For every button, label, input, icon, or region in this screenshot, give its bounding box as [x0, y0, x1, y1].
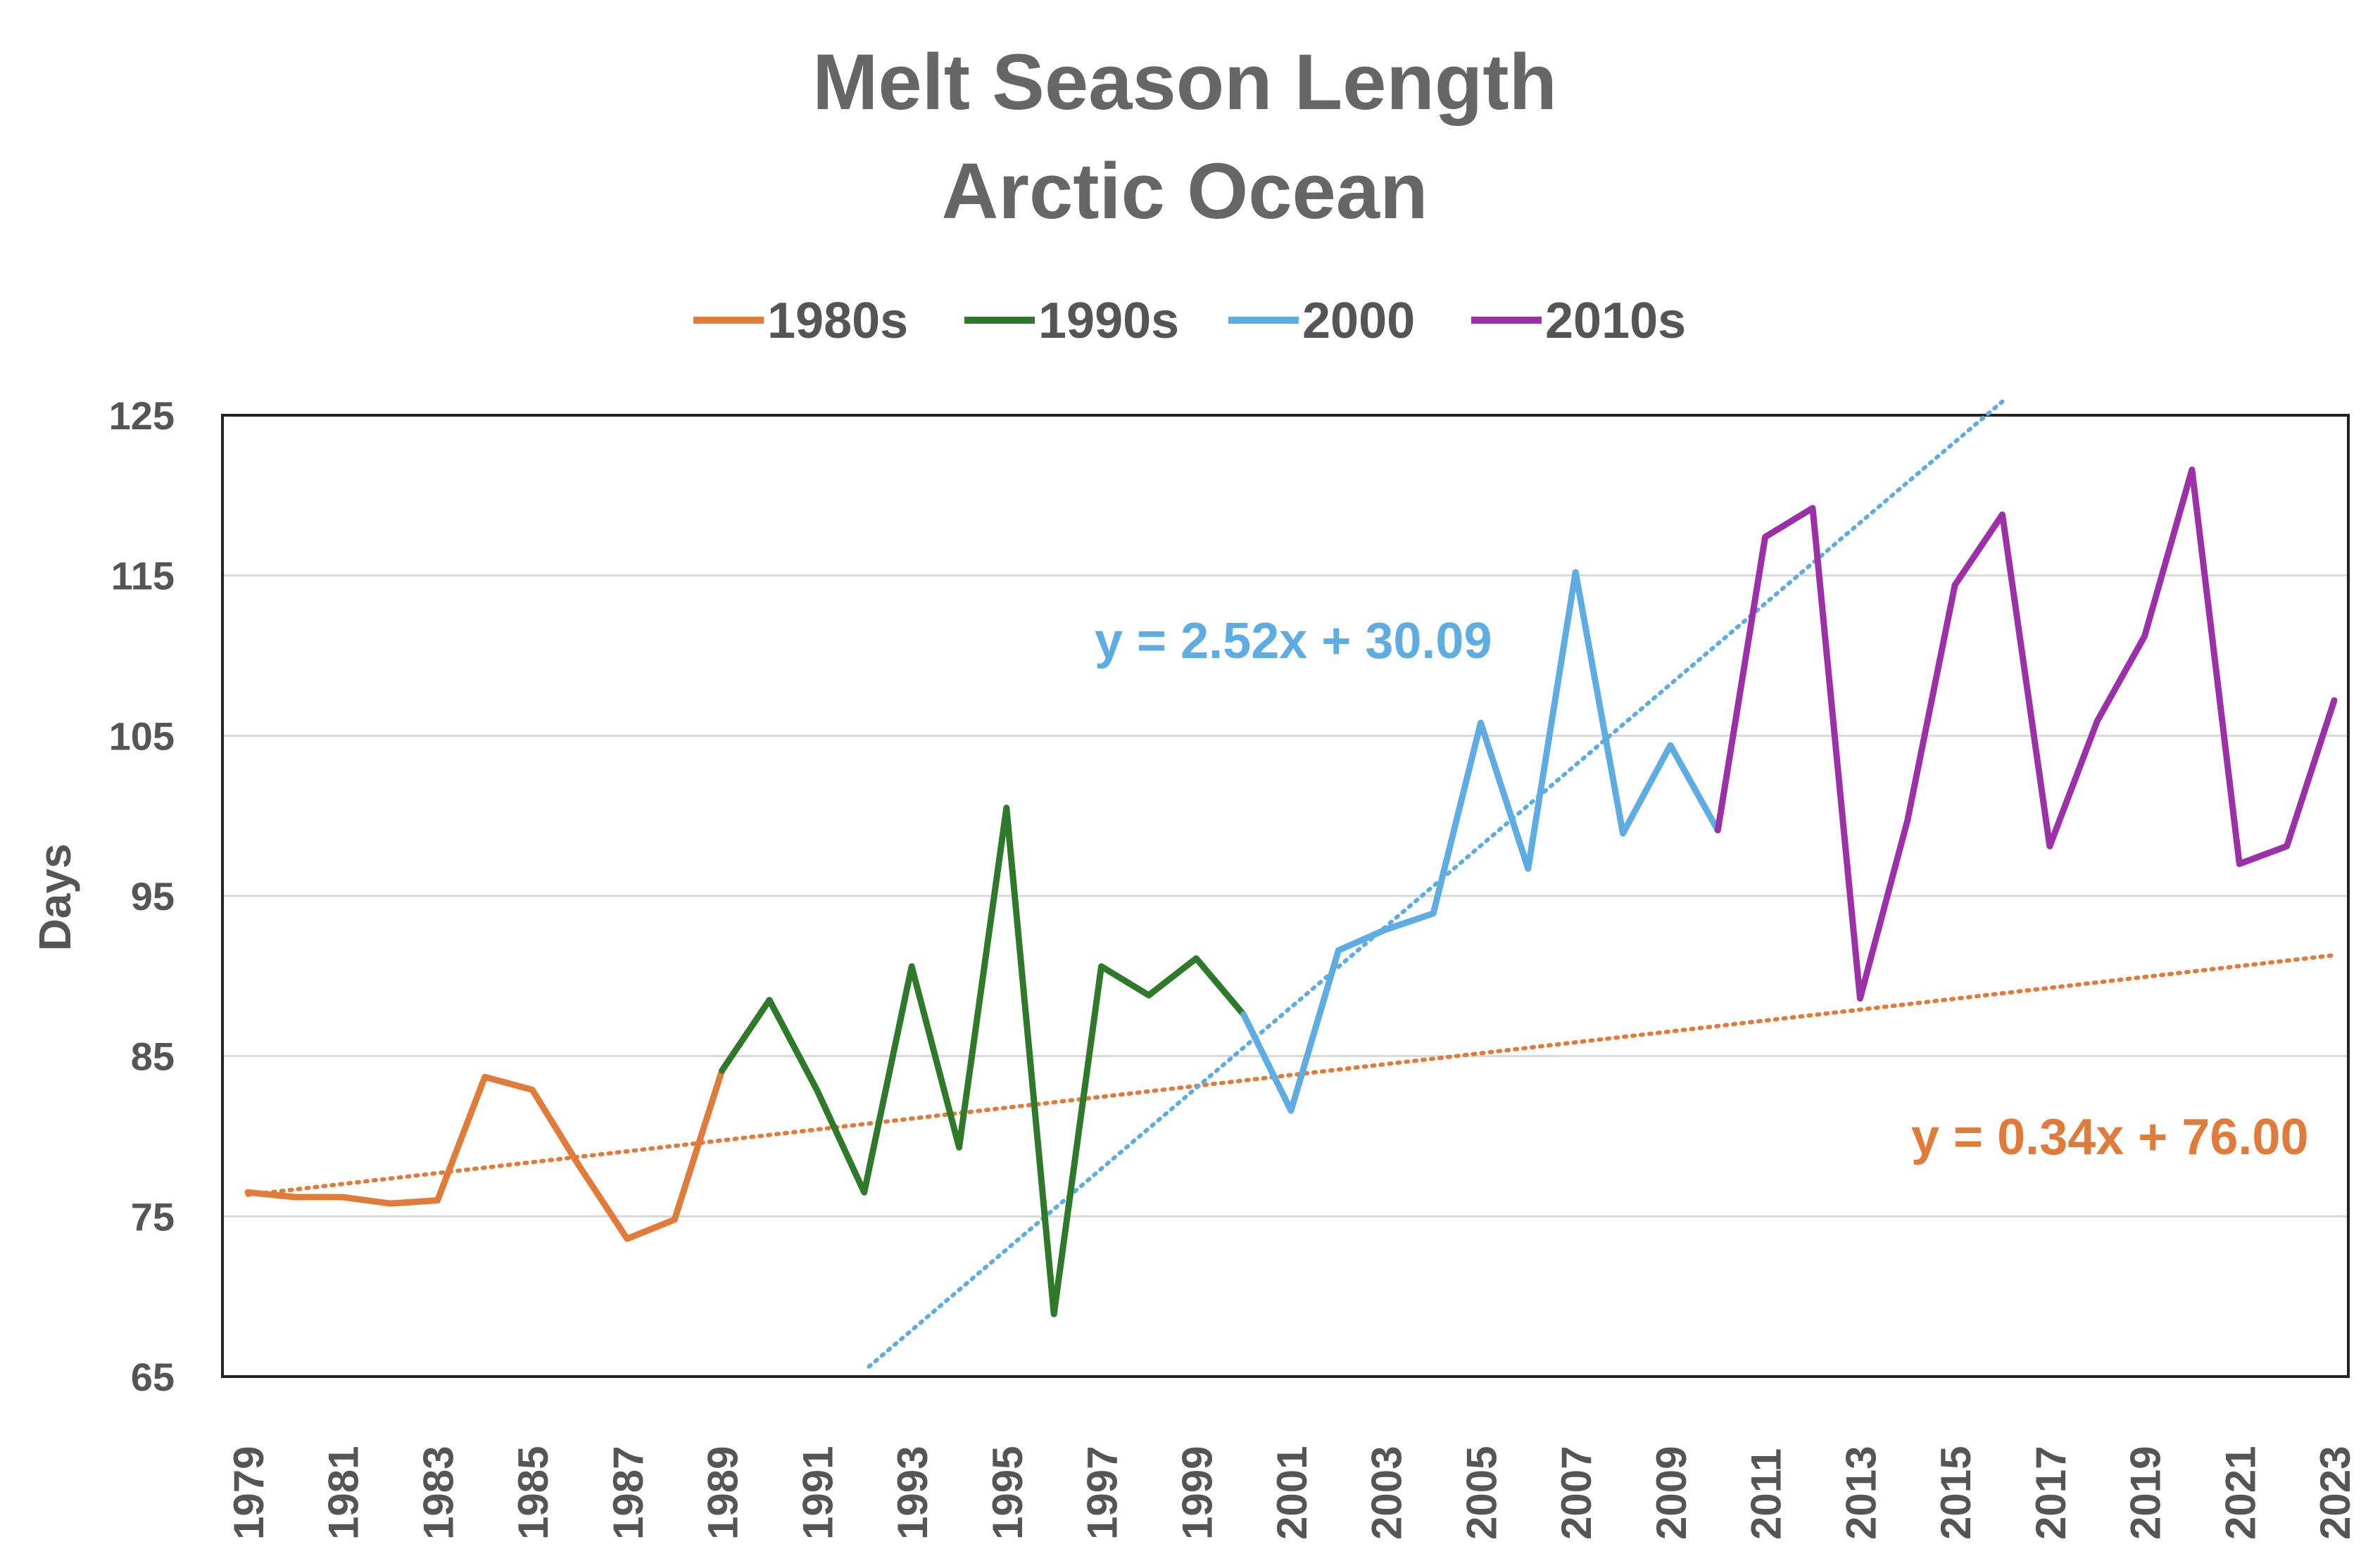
x-tick-label: 2009	[1648, 1446, 1695, 1540]
data-series	[244, 466, 2338, 1317]
x-tick-label: 1981	[320, 1446, 367, 1540]
y-tick-label: 115	[111, 554, 175, 598]
x-tick-label: 2005	[1458, 1446, 1505, 1540]
x-tick-label: 2001	[1268, 1446, 1316, 1540]
x-tick-label: 1985	[510, 1446, 557, 1540]
x-tick-label: 1989	[700, 1446, 747, 1540]
x-tick-label: 1999	[1173, 1446, 1221, 1540]
y-axis-title: Days	[30, 844, 80, 951]
x-tick-label: 2011	[1743, 1448, 1790, 1540]
x-tick-label: 2017	[2027, 1446, 2074, 1540]
x-tick-label: 2019	[2122, 1446, 2170, 1540]
trendline-equation-2000: y = 2.52x + 30.09	[1095, 613, 1492, 669]
x-tick-label: 1983	[415, 1446, 462, 1540]
x-tick-label: 1987	[605, 1446, 652, 1540]
series-line-1990s	[719, 804, 1247, 1317]
legend-label-2000: 2000	[1302, 293, 1415, 349]
x-tick-label: 1993	[889, 1446, 936, 1540]
legend-label-2010s: 2010s	[1545, 293, 1686, 349]
y-tick-label: 105	[109, 714, 175, 758]
legend-label-1990s: 1990s	[1038, 293, 1179, 349]
trendline-equation-1980s: y = 0.34x + 76.00	[1911, 1109, 2309, 1165]
x-tick-label: 2015	[1932, 1446, 1979, 1540]
x-tick-label: 2007	[1553, 1446, 1600, 1540]
trendline-1	[867, 399, 2005, 1369]
y-axis-ticks: 65 75 85 95 105 115 125	[109, 393, 175, 1399]
plot-area-frame	[221, 414, 2350, 1378]
y-tick-label: 65	[131, 1355, 175, 1399]
trendlines	[246, 399, 2336, 1369]
y-tick-label: 85	[131, 1035, 175, 1079]
y-tick-label: 125	[109, 393, 175, 438]
y-tick-label: 75	[131, 1194, 175, 1239]
legend-label-1980s: 1980s	[767, 293, 908, 349]
series-line-2010s	[1714, 466, 2338, 1002]
legend: 1980s 1990s 2000 2010s	[693, 293, 1686, 349]
trendline-0	[246, 953, 2336, 1197]
x-tick-label: 1991	[794, 1446, 841, 1540]
x-tick-label: 1979	[225, 1446, 272, 1540]
x-axis-ticks: 1979 1981 1983 1985 1987 1989 1991 1993 1995 1997…	[225, 1446, 2359, 1540]
x-tick-label: 2023	[2312, 1446, 2359, 1540]
series-line-1980s	[244, 1067, 726, 1242]
y-tick-label: 95	[131, 874, 175, 918]
grid-lines	[222, 574, 2348, 1218]
chart-title-line-1: Melt Season Length	[812, 38, 1557, 126]
x-tick-label: 1995	[984, 1446, 1031, 1540]
series-line-2000	[1240, 569, 1721, 1114]
x-tick-label: 2003	[1364, 1446, 1411, 1540]
x-tick-label: 2021	[2217, 1446, 2264, 1540]
chart-title-line-2: Arctic Ocean	[942, 147, 1428, 235]
x-tick-label: 1997	[1079, 1446, 1126, 1540]
x-tick-label: 2013	[1837, 1446, 1884, 1540]
